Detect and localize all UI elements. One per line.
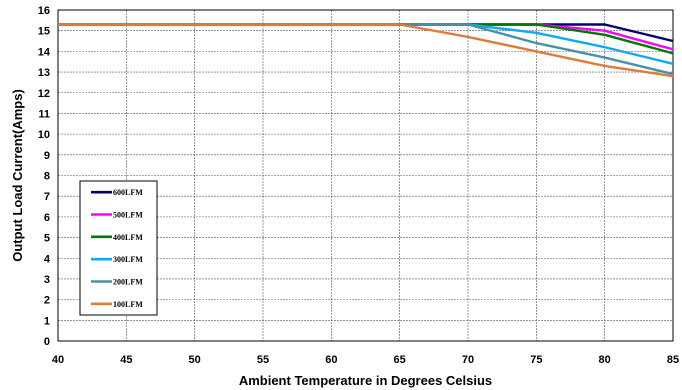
y-tick-label: 8: [44, 171, 50, 183]
legend-label: 200LFM: [113, 278, 143, 287]
x-tick-label: 45: [120, 354, 132, 366]
x-tick-label: 75: [530, 354, 542, 366]
x-tick-label: 50: [189, 354, 201, 366]
y-tick-label: 11: [38, 108, 50, 120]
y-tick-label: 0: [44, 336, 50, 348]
x-tick-labels: 40 45 50 55 60 65 70 75 80 85: [52, 354, 679, 366]
series-line-500lfm: [58, 23, 674, 51]
x-tick-label: 60: [325, 354, 337, 366]
y-tick-label: 12: [38, 88, 50, 100]
y-tick-label: 1: [44, 315, 50, 327]
plot-frame: [57, 9, 674, 342]
y-tick-label: 4: [44, 253, 51, 265]
legend-label: 500LFM: [113, 211, 143, 220]
y-tick-label: 10: [38, 129, 50, 141]
y-tick-label: 5: [44, 233, 50, 245]
x-tick-label: 55: [257, 354, 269, 366]
y-tick-label: 7: [44, 191, 50, 203]
y-tick-label: 13: [38, 67, 50, 79]
y-tick-label: 14: [38, 46, 51, 58]
y-tick-label: 3: [44, 274, 50, 286]
y-axis-title: Output Load Current(Amps): [10, 89, 25, 262]
y-tick-label: 9: [44, 150, 50, 162]
legend-label: 100LFM: [113, 300, 143, 309]
y-tick-label: 2: [44, 295, 50, 307]
series-line-100lfm: [58, 23, 674, 78]
series-lines: [58, 23, 674, 78]
y-tick-label: 16: [38, 5, 50, 17]
legend-label: 600LFM: [113, 188, 143, 197]
y-tick-label: 6: [44, 212, 50, 224]
x-tick-label: 70: [462, 354, 474, 366]
legend-label: 300LFM: [113, 255, 143, 264]
x-axis-title: Ambient Temperature in Degrees Celsius: [239, 373, 492, 388]
legend-box: [79, 180, 158, 316]
legend-label: 400LFM: [113, 233, 143, 242]
x-tick-label: 40: [52, 354, 64, 366]
x-tick-label: 80: [599, 354, 611, 366]
x-tick-label: 85: [667, 354, 679, 366]
legend: 600LFM 500LFM 400LFM 300LFM 200LFM 100LFM: [79, 180, 158, 316]
x-tick-label: 65: [394, 354, 406, 366]
series-line-600lfm: [58, 23, 674, 43]
y-tick-label: 15: [38, 26, 50, 38]
